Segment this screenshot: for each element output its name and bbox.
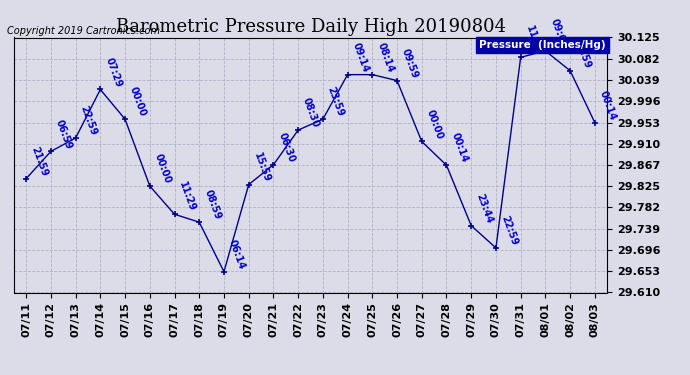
Text: Copyright 2019 Cartronics.com: Copyright 2019 Cartronics.com <box>7 26 160 36</box>
Title: Barometric Pressure Daily High 20190804: Barometric Pressure Daily High 20190804 <box>115 18 506 36</box>
Text: 22:59: 22:59 <box>499 214 519 247</box>
Text: Pressure  (Inches/Hg): Pressure (Inches/Hg) <box>479 40 605 50</box>
Text: 00:00: 00:00 <box>425 108 445 141</box>
Text: 01:59: 01:59 <box>573 37 593 70</box>
Text: 08:59: 08:59 <box>202 189 222 221</box>
Text: 23:44: 23:44 <box>474 192 494 225</box>
Text: 09:14: 09:14 <box>351 41 371 74</box>
Text: 06:14: 06:14 <box>227 238 247 271</box>
Text: 00:14: 00:14 <box>598 89 618 122</box>
Text: 09:09: 09:09 <box>549 17 569 50</box>
Text: 09:59: 09:59 <box>400 47 420 80</box>
Text: 00:00: 00:00 <box>152 153 172 185</box>
Text: 11:14: 11:14 <box>524 24 544 56</box>
Text: 11:29: 11:29 <box>177 181 197 213</box>
Text: 08:30: 08:30 <box>301 96 321 129</box>
Text: 08:14: 08:14 <box>375 41 395 74</box>
Text: 06:30: 06:30 <box>277 131 297 164</box>
Text: 23:59: 23:59 <box>326 86 346 118</box>
Text: 22:59: 22:59 <box>79 105 99 137</box>
Text: 07:29: 07:29 <box>104 56 124 88</box>
Text: 00:14: 00:14 <box>449 132 469 164</box>
Text: 21:59: 21:59 <box>29 145 49 178</box>
Text: 00:00: 00:00 <box>128 86 148 118</box>
Text: 06:59: 06:59 <box>54 118 74 150</box>
Text: 15:59: 15:59 <box>252 151 272 184</box>
